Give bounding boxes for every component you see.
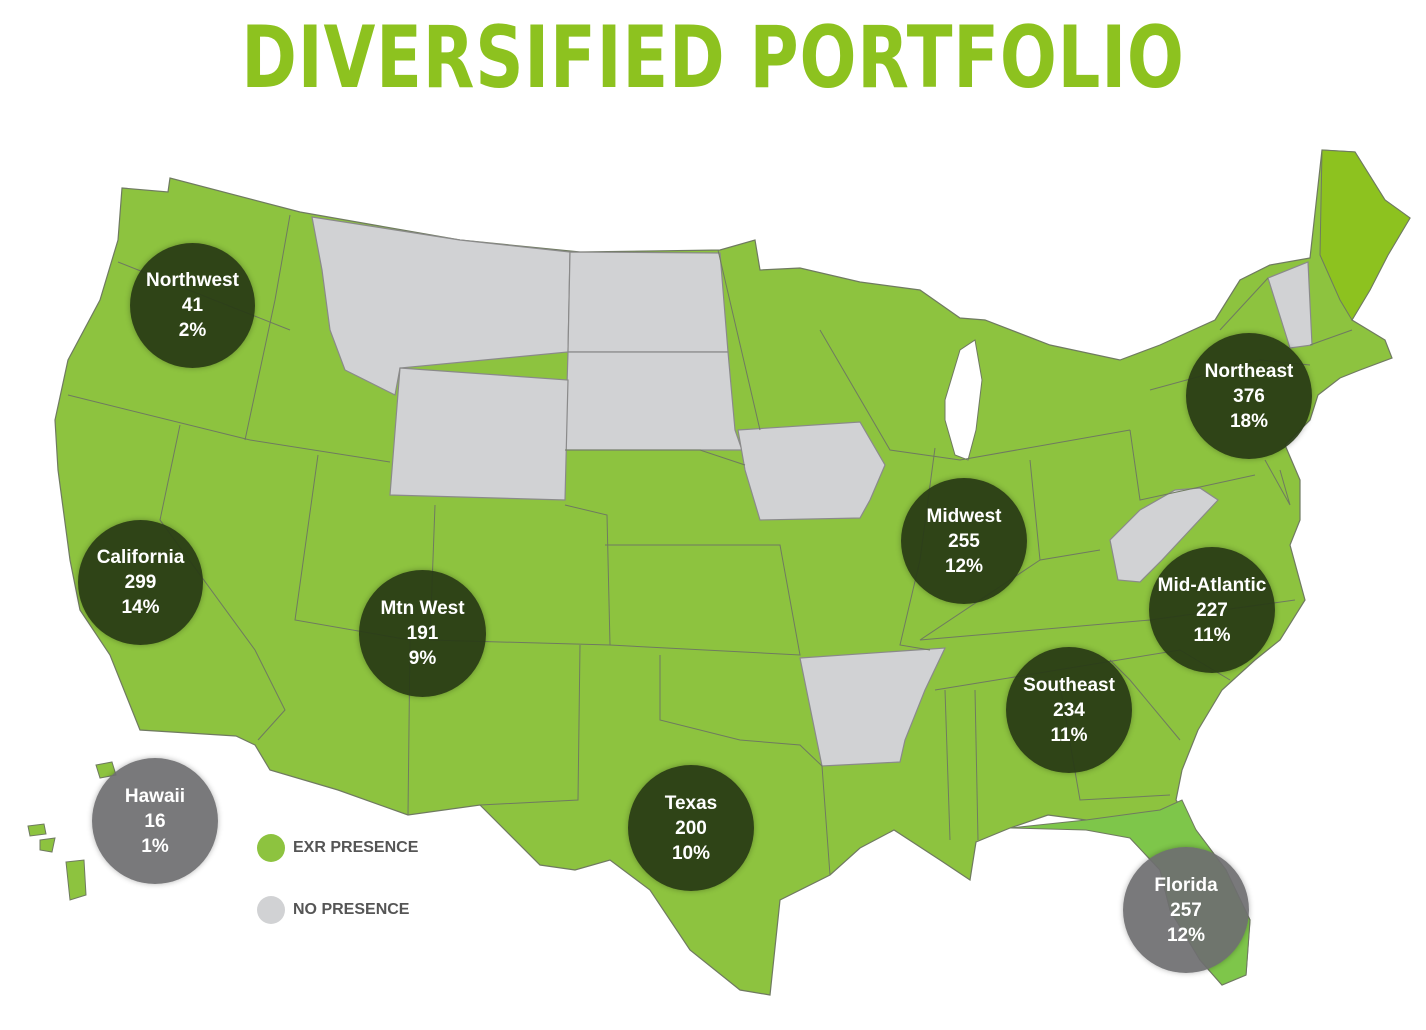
region-name: California <box>96 547 185 568</box>
region-count: 191 <box>406 623 439 644</box>
region-count: 16 <box>144 810 166 832</box>
region-share: 14% <box>121 597 160 618</box>
region-name: Southeast <box>1023 674 1115 696</box>
page-title: DIVERSIFIED PORTFOLIO <box>241 8 1185 108</box>
region-name: Florida <box>1154 874 1218 896</box>
region-bubble-northeast: Northeast 376 18% <box>1186 333 1312 459</box>
lake-michigan <box>944 339 983 461</box>
region-share: 12% <box>1166 924 1206 946</box>
region-share: 11% <box>1193 624 1231 646</box>
state-south-dakota <box>564 351 743 451</box>
state-iowa <box>737 421 886 521</box>
region-share: 10% <box>671 842 711 864</box>
region-bubble-midwest: Midwest 255 12% <box>901 478 1027 604</box>
region-bubble-northwest: Northwest 41 2% <box>130 243 255 368</box>
legend-no-presence: NO PRESENCE <box>257 896 409 924</box>
hawaii-big-island <box>65 859 87 901</box>
region-bubble-california: California 299 14% <box>78 520 203 645</box>
maine-shape <box>1319 149 1411 321</box>
state-montana <box>311 216 571 396</box>
state-north-dakota <box>567 251 729 353</box>
hawaii-kauai <box>27 823 47 837</box>
presence-swatch <box>257 834 285 862</box>
region-share: 1% <box>141 835 169 857</box>
legend-presence-label: EXR PRESENCE <box>293 839 419 856</box>
no-presence-swatch <box>257 896 285 924</box>
region-bubble-texas: Texas 200 10% <box>628 765 754 891</box>
region-share: 2% <box>178 320 207 341</box>
region-name: Northwest <box>146 270 239 291</box>
region-bubble-hawaii: Hawaii 16 1% <box>92 758 218 884</box>
region-share: 11% <box>1050 724 1088 746</box>
legend-presence: EXR PRESENCE <box>257 834 418 862</box>
region-bubble-southeast: Southeast 234 11% <box>1006 647 1132 773</box>
region-name: Mid-Atlantic <box>1157 574 1267 596</box>
hawaii-maui <box>39 837 56 853</box>
region-count: 41 <box>181 295 204 316</box>
region-name: Northeast <box>1204 360 1294 382</box>
region-bubble-mid-atlantic: Mid-Atlantic 227 11% <box>1149 547 1275 673</box>
region-count: 255 <box>948 530 980 552</box>
region-count: 299 <box>124 572 157 593</box>
state-west-virginia <box>1109 487 1219 583</box>
region-share: 18% <box>1229 410 1269 432</box>
region-name: Mtn West <box>380 598 465 619</box>
region-name: Texas <box>664 792 718 814</box>
region-count: 227 <box>1196 599 1228 621</box>
region-count: 376 <box>1233 385 1265 407</box>
region-count: 234 <box>1053 699 1085 721</box>
state-wyoming <box>389 367 569 501</box>
region-name: Hawaii <box>124 785 186 807</box>
region-share: 12% <box>944 555 984 577</box>
region-count: 257 <box>1170 899 1202 921</box>
region-name: Midwest <box>926 505 1002 527</box>
region-bubble-florida: Florida 257 12% <box>1123 847 1249 973</box>
region-share: 9% <box>408 648 437 669</box>
region-bubble-mtn-west: Mtn West 191 9% <box>359 570 486 697</box>
region-count: 200 <box>675 817 707 839</box>
state-vermont <box>1267 261 1313 349</box>
legend-no-presence-label: NO PRESENCE <box>293 901 410 918</box>
